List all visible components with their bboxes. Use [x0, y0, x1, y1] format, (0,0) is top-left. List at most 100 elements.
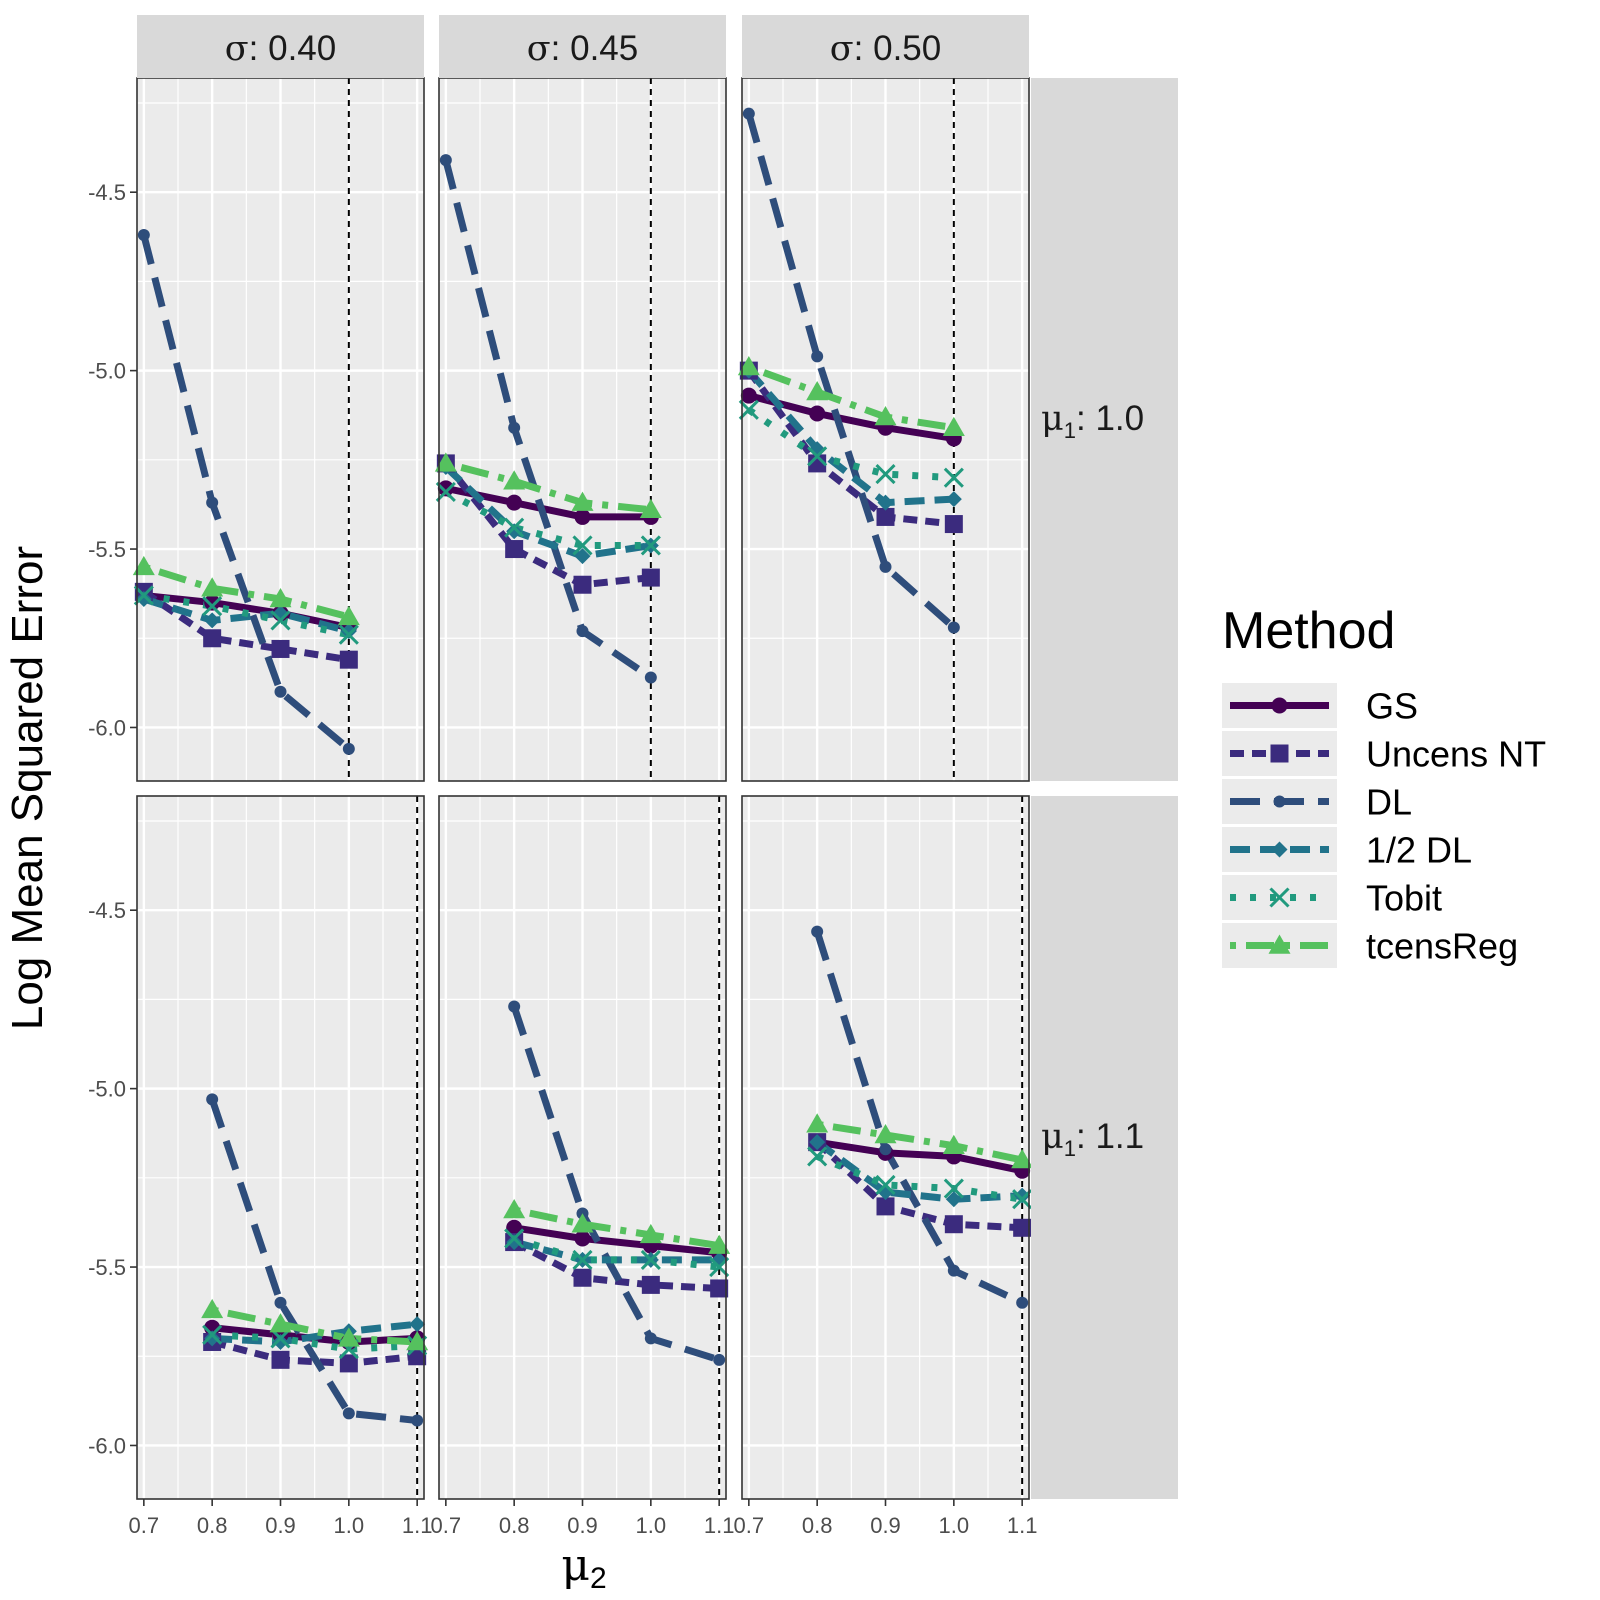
- x-tick-label: 0.7: [431, 1513, 462, 1538]
- legend-item-tobit: Tobit: [1222, 875, 1442, 920]
- series-line-dl: [208, 1098, 418, 1424]
- data-point-dl: [342, 1407, 355, 1420]
- legend-items: GS Uncens NT DL 1/2 DL Tobit tcensReg: [1222, 683, 1546, 968]
- data-point-tobit: [807, 446, 828, 467]
- strip-top-2-bg: [439, 15, 726, 78]
- data-point-gs: [506, 1219, 523, 1236]
- x-tick-label: 0.8: [197, 1513, 228, 1538]
- strip-separator: :: [1076, 399, 1095, 438]
- data-point-gs: [574, 508, 591, 525]
- data-point-tcensreg: [132, 555, 155, 576]
- data-point-dl: [206, 496, 219, 509]
- x-tick-label: 1.0: [636, 1513, 667, 1538]
- strip-value: 1.1: [1095, 1117, 1144, 1156]
- legend-key-marker: [1270, 744, 1289, 763]
- data-point-1-2-dl: [340, 623, 357, 640]
- data-point-dl: [947, 621, 960, 634]
- series-line-dl: [442, 159, 653, 681]
- data-point-tobit: [875, 464, 896, 485]
- series-line-dl: [510, 1005, 721, 1364]
- series-line-uncens-nt: [746, 368, 955, 528]
- data-point-dl: [713, 1353, 726, 1366]
- data-point-dl: [644, 1332, 657, 1345]
- data-point-uncens-nt: [944, 1215, 963, 1234]
- data-point-uncens-nt: [505, 540, 524, 559]
- data-point-dl: [342, 742, 355, 755]
- data-point-gs: [574, 1230, 591, 1247]
- series-line-gs: [816, 1138, 1023, 1175]
- data-point-tobit: [1012, 1189, 1033, 1210]
- data-point-tobit: [640, 535, 661, 556]
- series-line-1-2-dl: [815, 1139, 1023, 1203]
- panel-r1-c1: [132, 77, 425, 782]
- data-point-tcensreg: [269, 588, 292, 608]
- data-point-tcensreg: [406, 1330, 429, 1351]
- data-point-dl: [644, 671, 657, 684]
- data-point-tcensreg: [434, 452, 457, 472]
- data-point-tobit: [738, 399, 759, 420]
- panel-r1-c2: [434, 77, 727, 782]
- data-point-tobit: [943, 1178, 964, 1199]
- legend-label: Uncens NT: [1366, 734, 1546, 775]
- series-line-1-2-dl: [211, 1320, 418, 1346]
- strip-value: 0.45: [570, 29, 638, 68]
- data-point-tcensreg: [571, 1213, 594, 1233]
- strip-value: 1.0: [1095, 399, 1144, 438]
- data-point-1-2-dl: [945, 491, 962, 508]
- series-line-tcensreg: [513, 1206, 720, 1250]
- data-point-uncens-nt: [203, 629, 222, 648]
- x-axis-title-subscript: 2: [590, 1562, 607, 1595]
- strip-right-2-label: μ1: 1.1: [1041, 1117, 1144, 1161]
- x-tick-label: 0.7: [734, 1513, 765, 1538]
- data-point-tobit: [202, 1324, 223, 1345]
- x-tick-label: 0.9: [265, 1513, 296, 1538]
- legend-label: 1/2 DL: [1366, 830, 1472, 871]
- series-line-tcensreg: [816, 1120, 1023, 1164]
- data-point-uncens-nt: [641, 568, 660, 587]
- strip-top-3-bg: [742, 15, 1029, 78]
- strip-right-1-bg: [1031, 78, 1178, 781]
- data-point-tobit: [807, 1146, 828, 1167]
- strip-separator: :: [1076, 1117, 1095, 1156]
- data-point-gs: [506, 494, 523, 511]
- data-point-tcensreg: [639, 1223, 662, 1244]
- data-point-tcensreg: [806, 1113, 829, 1133]
- series-line-uncens-nt: [443, 461, 652, 589]
- legend-key-marker: [1269, 887, 1290, 908]
- strip-symbol: σ: [225, 29, 249, 69]
- strip-top-1-bg: [137, 15, 424, 78]
- strip-symbol: μ: [1041, 1117, 1064, 1157]
- series-line-dl: [140, 234, 352, 752]
- legend-item-uncens-nt: Uncens NT: [1222, 731, 1546, 776]
- panel-r2-c1: [136, 795, 429, 1500]
- y-axis-title: Log Mean Squared Error: [3, 546, 52, 1030]
- series-line-gs: [513, 1224, 720, 1257]
- data-point-uncens-nt: [710, 1279, 729, 1298]
- series-line-gs: [143, 591, 350, 631]
- y-tick-label: -4.5: [88, 180, 126, 205]
- data-point-1-2-dl: [506, 523, 523, 540]
- strip-symbol: σ: [830, 29, 854, 69]
- data-point-1-2-dl: [877, 494, 894, 511]
- data-point-uncens-nt: [876, 1197, 895, 1216]
- x-tick-label: 0.7: [129, 1513, 160, 1538]
- data-point-1-2-dl: [574, 548, 591, 565]
- series-line-1-2-dl: [746, 368, 955, 507]
- data-point-tobit: [640, 1249, 661, 1270]
- series-line-1-2-dl: [443, 464, 652, 560]
- series-line-gs: [747, 392, 955, 442]
- data-point-tobit: [572, 1249, 593, 1270]
- panel-r2-c2: [438, 795, 731, 1500]
- legend-key-marker: [1271, 697, 1288, 714]
- legend-key-marker: [1273, 795, 1286, 808]
- series-line-tcensreg: [142, 563, 350, 621]
- y-tick-label: -4.5: [88, 898, 126, 923]
- data-point-uncens-nt: [271, 639, 290, 658]
- strip-subscript: 1: [1064, 1136, 1076, 1161]
- data-point-tcensreg: [337, 1327, 360, 1347]
- data-point-1-2-dl: [506, 1234, 523, 1251]
- x-tick-label: 0.8: [499, 1513, 530, 1538]
- x-tick-label: 1.0: [334, 1513, 365, 1538]
- legend-item-1-2-dl: 1/2 DL: [1222, 827, 1472, 872]
